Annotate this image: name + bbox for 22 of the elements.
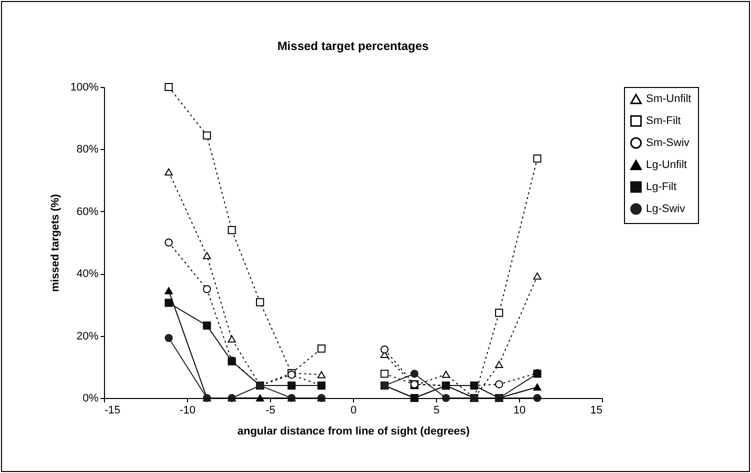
- chart-title: Missed target percentages: [277, 39, 430, 53]
- x-tick-label: 15: [590, 404, 602, 416]
- y-tick-label: 40%: [76, 268, 99, 280]
- x-tick-label: 10: [513, 404, 526, 416]
- y-tick-label: 0%: [82, 392, 99, 404]
- y-tick-label: 100%: [70, 82, 99, 94]
- y-axis-title: missed targets (%): [49, 194, 62, 292]
- x-tick-label: 5: [433, 404, 440, 416]
- legend-label: Sm-Swiv: [646, 137, 690, 149]
- legend-label: Lg-Unfilt: [646, 159, 687, 171]
- x-tick-label: 0: [350, 404, 357, 416]
- legend-label: Lg-Filt: [646, 181, 677, 193]
- y-tick-label: 20%: [76, 330, 99, 342]
- legend-label: Sm-Filt: [646, 115, 681, 127]
- y-tick-label: 80%: [76, 144, 99, 156]
- legend-label: Lg-Swiv: [646, 203, 686, 215]
- y-tick-label: 60%: [76, 206, 99, 218]
- x-tick-label: -10: [180, 404, 196, 416]
- x-tick-label: -5: [266, 404, 276, 416]
- legend-label: Sm-Unfilt: [646, 93, 692, 105]
- x-axis-title: angular distance from line of sight (degrees): [237, 426, 470, 438]
- x-tick-label: -15: [104, 404, 120, 416]
